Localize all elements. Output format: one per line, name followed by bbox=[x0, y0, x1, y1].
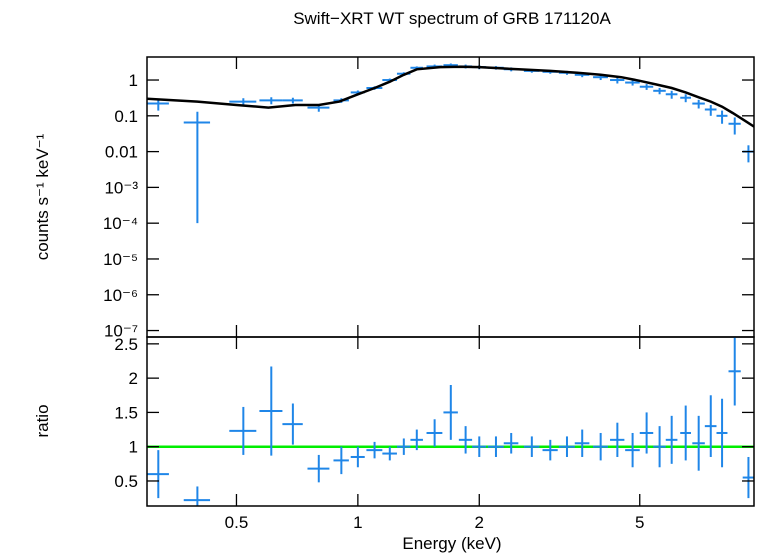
y-tick-label: 0.5 bbox=[114, 472, 138, 491]
y-tick-label: 1.5 bbox=[114, 403, 138, 422]
y-axis-label: ratio bbox=[33, 404, 52, 437]
chart-title: Swift−XRT WT spectrum of GRB 171120A bbox=[293, 9, 611, 28]
plot-frame bbox=[146, 56, 755, 338]
x-tick-label: 1 bbox=[353, 513, 362, 532]
y-tick-label: 0.1 bbox=[114, 107, 138, 126]
x-tick-label: 2 bbox=[475, 513, 484, 532]
x-axis-label: Energy (keV) bbox=[402, 534, 501, 553]
y-tick-label: 2.5 bbox=[114, 335, 138, 354]
model-line bbox=[147, 65, 754, 128]
plot-area bbox=[147, 63, 754, 224]
y-tick-label: 10⁻⁵ bbox=[103, 250, 138, 269]
y-axis-label: counts s⁻¹ keV⁻¹ bbox=[33, 133, 52, 260]
y-tick-label: 1 bbox=[129, 438, 138, 457]
y-tick-label: 1 bbox=[129, 71, 138, 90]
y-tick-label: 10⁻⁴ bbox=[103, 214, 138, 233]
y-tick-label: 2 bbox=[129, 369, 138, 388]
x-tick-label: 0.5 bbox=[225, 513, 249, 532]
y-tick-label: 10⁻⁷ bbox=[104, 322, 138, 341]
plot-area bbox=[147, 337, 754, 506]
y-tick-label: 10⁻³ bbox=[104, 178, 138, 197]
plot-frame bbox=[146, 336, 755, 507]
x-tick-label: 5 bbox=[635, 513, 644, 532]
y-tick-label: 10⁻⁶ bbox=[103, 286, 138, 305]
y-tick-label: 0.01 bbox=[105, 143, 138, 162]
